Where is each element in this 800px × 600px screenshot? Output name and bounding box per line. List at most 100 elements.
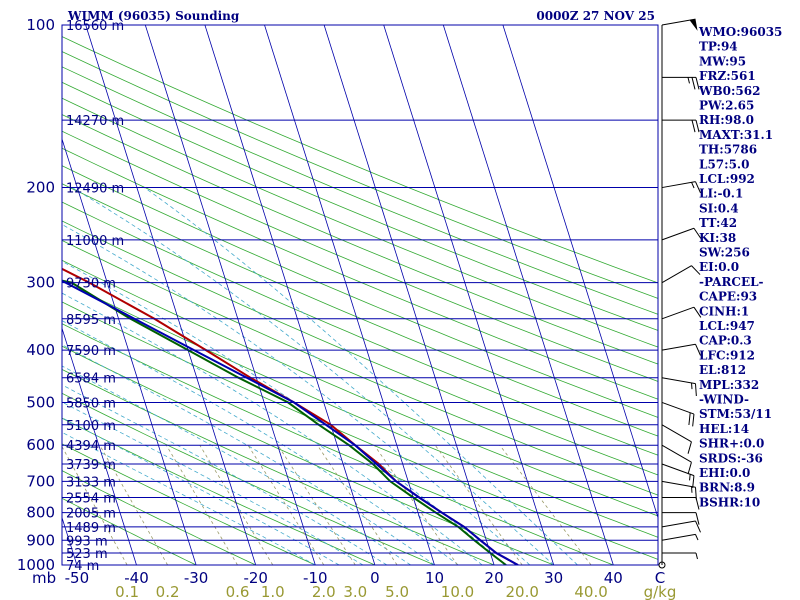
wind-barb <box>661 306 702 320</box>
mixing-ratio-label: 0.6 <box>226 583 250 600</box>
index-text: SI:0.4 <box>699 201 739 215</box>
wind-barb <box>661 18 698 31</box>
index-text: CINH:1 <box>699 304 749 318</box>
mixing-ratio-line <box>434 444 523 565</box>
wind-barb <box>661 265 701 284</box>
index-text: SW:256 <box>699 246 750 260</box>
index-text: L57:5.0 <box>699 157 749 171</box>
height-label: 2554 m <box>66 492 116 507</box>
mixing-ratio-label: 5.0 <box>385 583 409 600</box>
wind-barb <box>661 227 702 241</box>
temperature-tick-label: 40 <box>604 569 623 587</box>
dry-adiabat <box>62 417 376 565</box>
wind-barb <box>661 480 697 500</box>
height-label: 11000 m <box>66 234 124 249</box>
plot-frame <box>61 24 659 566</box>
mixing-ratio-unit: g/kg <box>644 583 677 600</box>
isotherm <box>264 25 435 565</box>
moist-adiabat <box>71 187 554 565</box>
height-label: 6584 m <box>66 372 116 387</box>
height-label: 7590 m <box>66 344 116 359</box>
index-text: BSHR:10 <box>699 495 760 509</box>
height-label: 1489 m <box>66 521 116 536</box>
isotherm <box>383 25 555 565</box>
wind-barb <box>662 497 700 510</box>
height-label: 2005 m <box>66 507 116 522</box>
chart-timestamp: 0000Z 27 NOV 25 <box>536 9 655 23</box>
wind-barb <box>661 533 699 541</box>
pressure-tick-label: 500 <box>26 393 55 411</box>
mixing-ratio-label: 2.0 <box>312 583 336 600</box>
moist-adiabat <box>144 187 578 565</box>
dewpoint-line <box>62 279 507 565</box>
index-text: TH:5786 <box>699 143 757 157</box>
mixing-ratio-line <box>499 444 592 565</box>
mixing-ratio-line <box>317 444 398 565</box>
index-text: LCL:992 <box>699 172 755 186</box>
mixing-ratio-line <box>277 444 356 565</box>
wind-barb <box>661 444 692 475</box>
temperature-tick-label: 20 <box>485 569 504 587</box>
wind-barb <box>661 424 692 454</box>
isotherm <box>144 25 316 565</box>
isotherm <box>204 25 376 565</box>
moist-adiabat <box>62 344 435 565</box>
mixing-ratio-label: 10.0 <box>441 583 474 600</box>
index-text: LFC:912 <box>699 348 755 362</box>
temperature-tick-label: -40 <box>124 569 149 587</box>
index-text: PW:2.65 <box>699 99 754 113</box>
wind-barb <box>662 512 700 525</box>
plot-area <box>62 25 658 565</box>
mixing-ratio-label: 40.0 <box>574 583 607 600</box>
height-label: 4394 m <box>66 439 116 454</box>
isotherm <box>442 25 614 565</box>
mixing-ratio-label: 3.0 <box>343 583 367 600</box>
isotherm <box>323 25 495 565</box>
temperature-axis-label: C <box>655 569 665 587</box>
index-text: FRZ:561 <box>699 69 756 83</box>
index-text: WMO:96035 <box>698 25 782 39</box>
index-text: EI:0.0 <box>699 260 739 274</box>
mixing-ratio-line <box>99 445 168 565</box>
index-text: RH:98.0 <box>699 113 754 127</box>
wind-barb <box>661 181 701 194</box>
pressure-axis-label: mb <box>32 569 56 587</box>
temperature-tick-label: -20 <box>243 569 268 587</box>
dry-adiabat <box>62 51 658 299</box>
height-label: 523 m <box>66 547 108 562</box>
height-label: 3739 m <box>66 458 116 473</box>
height-label: 14270 m <box>66 114 124 129</box>
moist-adiabat <box>62 431 316 565</box>
moist-adiabat <box>62 292 483 565</box>
index-text: -PARCEL- <box>699 275 764 289</box>
index-text: MPL:332 <box>699 378 759 392</box>
mixing-ratio-label: 0.2 <box>156 583 180 600</box>
isotherm <box>85 25 257 565</box>
wind-barb <box>661 377 697 397</box>
index-text: KI:38 <box>699 231 736 245</box>
index-text: -WIND- <box>699 393 749 407</box>
dry-adiabat <box>62 259 658 517</box>
pressure-tick-label: 300 <box>26 274 55 292</box>
height-label: 3133 m <box>66 475 116 490</box>
mixing-ratio-label: 20.0 <box>505 583 538 600</box>
height-label: 5100 m <box>66 419 116 434</box>
chart-title: WIMM (96035) Sounding <box>67 9 240 23</box>
pressure-tick-label: 200 <box>26 179 55 197</box>
index-text: MAXT:31.1 <box>699 128 773 142</box>
index-text: SRDS:-36 <box>699 451 763 465</box>
index-text: MW:95 <box>699 54 746 68</box>
wind-barb <box>661 401 695 427</box>
height-label: 12490 m <box>66 182 124 197</box>
index-text: HEL:14 <box>699 422 749 436</box>
height-label: 993 m <box>66 534 108 549</box>
index-text: SHR+:0.0 <box>699 437 764 451</box>
temperature-tick-label: -10 <box>303 569 328 587</box>
wind-barb <box>662 76 700 90</box>
index-text: LCL:947 <box>699 319 755 333</box>
pressure-tick-label: 600 <box>26 436 55 454</box>
pressure-tick-label: 400 <box>26 341 55 359</box>
index-text: EHI:0.0 <box>699 466 750 480</box>
isotherm <box>502 25 658 520</box>
mixing-ratio-line <box>62 445 128 565</box>
